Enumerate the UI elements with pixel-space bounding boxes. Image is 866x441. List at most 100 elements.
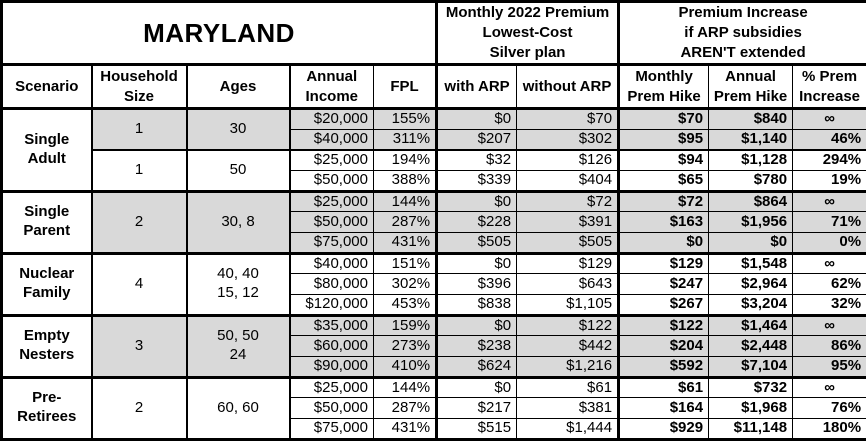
monthly-hike-cell: $94: [619, 150, 709, 171]
income-cell: $35,000: [290, 315, 374, 336]
with-arp-cell: $238: [437, 336, 517, 357]
monthly-hike-cell: $122: [619, 315, 709, 336]
annual-hike-cell: $732: [709, 377, 793, 398]
without-arp-cell: $505: [517, 232, 619, 253]
monthly-hike-cell: $129: [619, 253, 709, 274]
monthly-hike-cell: $0: [619, 232, 709, 253]
monthly-hike-cell: $163: [619, 212, 709, 233]
pct-increase-cell: ∞: [793, 109, 866, 130]
scenario-cell: Single Adult: [2, 109, 92, 192]
annual-hike-cell: $7,104: [709, 356, 793, 377]
annual-hike-cell: $3,204: [709, 294, 793, 315]
annual-hike-cell: $1,128: [709, 150, 793, 171]
pct-increase-cell: 76%: [793, 398, 866, 419]
without-arp-cell: $126: [517, 150, 619, 171]
annual-hike-cell: $11,148: [709, 418, 793, 439]
fpl-cell: 302%: [374, 274, 437, 295]
with-arp-cell: $624: [437, 356, 517, 377]
monthly-hike-cell: $95: [619, 129, 709, 150]
pct-increase-cell: ∞: [793, 253, 866, 274]
income-cell: $90,000: [290, 356, 374, 377]
pct-increase-cell: 86%: [793, 336, 866, 357]
household-size-cell: 4: [92, 253, 187, 315]
ages-cell: 60, 60: [187, 377, 290, 439]
annual-hike-cell: $0: [709, 232, 793, 253]
pct-increase-cell: 0%: [793, 232, 866, 253]
annual-hike-cell: $864: [709, 191, 793, 212]
with-arp-cell: $0: [437, 253, 517, 274]
increase-group-header: Premium Increase if ARP subsidies AREN'T…: [619, 2, 866, 65]
pct-increase-cell: ∞: [793, 377, 866, 398]
column-header-row: Scenario Household Size Ages Annual Inco…: [2, 65, 866, 109]
annual-hike-cell: $1,140: [709, 129, 793, 150]
monthly-hike-cell: $72: [619, 191, 709, 212]
monthly-hike-cell: $65: [619, 170, 709, 191]
annual-hike-cell: $780: [709, 170, 793, 191]
without-arp-cell: $72: [517, 191, 619, 212]
fpl-cell: 431%: [374, 418, 437, 439]
pct-increase-cell: 95%: [793, 356, 866, 377]
col-header-fpl: FPL: [374, 65, 437, 109]
without-arp-cell: $643: [517, 274, 619, 295]
col-header-household-size: Household Size: [92, 65, 187, 109]
with-arp-cell: $0: [437, 109, 517, 130]
without-arp-cell: $1,216: [517, 356, 619, 377]
pct-increase-cell: 180%: [793, 418, 866, 439]
col-header-annual-hike: Annual Prem Hike: [709, 65, 793, 109]
income-cell: $40,000: [290, 253, 374, 274]
annual-hike-cell: $2,448: [709, 336, 793, 357]
income-cell: $75,000: [290, 232, 374, 253]
without-arp-cell: $1,444: [517, 418, 619, 439]
fpl-cell: 155%: [374, 109, 437, 130]
col-header-without-arp: without ARP: [517, 65, 619, 109]
premium-group-header: Monthly 2022 Premium Lowest-Cost Silver …: [437, 2, 619, 65]
without-arp-cell: $129: [517, 253, 619, 274]
without-arp-cell: $122: [517, 315, 619, 336]
pct-increase-cell: 62%: [793, 274, 866, 295]
income-cell: $25,000: [290, 150, 374, 171]
income-cell: $25,000: [290, 377, 374, 398]
without-arp-cell: $1,105: [517, 294, 619, 315]
fpl-cell: 311%: [374, 129, 437, 150]
table-row: Single Adult 1 30 $20,000 155% $0 $70 $7…: [2, 109, 866, 130]
table-row: Single Parent 2 30, 8 $25,000 144% $0 $7…: [2, 191, 866, 212]
fpl-cell: 388%: [374, 170, 437, 191]
fpl-cell: 194%: [374, 150, 437, 171]
monthly-hike-cell: $929: [619, 418, 709, 439]
income-cell: $25,000: [290, 191, 374, 212]
income-cell: $75,000: [290, 418, 374, 439]
monthly-hike-cell: $267: [619, 294, 709, 315]
with-arp-cell: $339: [437, 170, 517, 191]
with-arp-cell: $396: [437, 274, 517, 295]
fpl-cell: 144%: [374, 377, 437, 398]
with-arp-cell: $228: [437, 212, 517, 233]
with-arp-cell: $0: [437, 377, 517, 398]
pct-increase-cell: ∞: [793, 315, 866, 336]
household-size-cell: 1: [92, 109, 187, 150]
with-arp-cell: $32: [437, 150, 517, 171]
header-group-row: MARYLAND Monthly 2022 Premium Lowest-Cos…: [2, 2, 866, 65]
with-arp-cell: $217: [437, 398, 517, 419]
scenario-cell: Pre- Retirees: [2, 377, 92, 439]
with-arp-cell: $0: [437, 315, 517, 336]
with-arp-cell: $838: [437, 294, 517, 315]
with-arp-cell: $515: [437, 418, 517, 439]
col-header-pct-increase: % Prem Increase: [793, 65, 866, 109]
fpl-cell: 287%: [374, 212, 437, 233]
income-cell: $20,000: [290, 109, 374, 130]
annual-hike-cell: $1,956: [709, 212, 793, 233]
household-size-cell: 2: [92, 377, 187, 439]
annual-hike-cell: $1,968: [709, 398, 793, 419]
household-size-cell: 3: [92, 315, 187, 377]
ages-cell: 30, 8: [187, 191, 290, 253]
with-arp-cell: $505: [437, 232, 517, 253]
without-arp-cell: $442: [517, 336, 619, 357]
annual-hike-cell: $1,464: [709, 315, 793, 336]
fpl-cell: 287%: [374, 398, 437, 419]
table-row: 1 50 $25,000 194% $32 $126 $94 $1,128 29…: [2, 150, 866, 171]
with-arp-cell: $207: [437, 129, 517, 150]
monthly-hike-cell: $247: [619, 274, 709, 295]
pct-increase-cell: 46%: [793, 129, 866, 150]
monthly-hike-cell: $70: [619, 109, 709, 130]
